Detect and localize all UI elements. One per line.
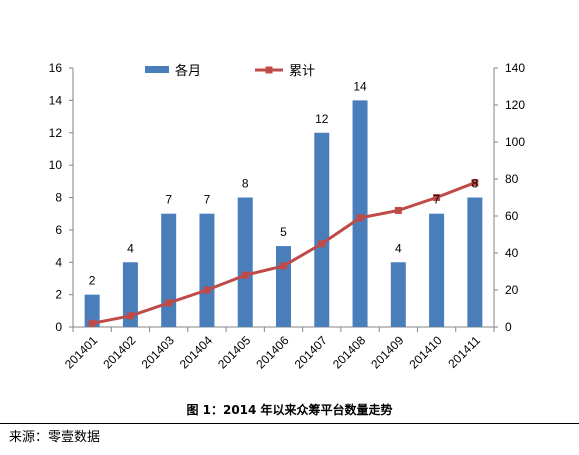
x-tick-label: 201403: [139, 333, 177, 371]
legend-label-line: 累计: [289, 64, 315, 79]
bar: [84, 294, 100, 327]
figure-caption: 图 1：2014 年以来众筹平台数量走势: [186, 403, 393, 417]
line-point: [471, 179, 479, 187]
legend-swatch-bar: [145, 66, 169, 73]
bar: [429, 213, 445, 327]
bar-series: [84, 100, 483, 327]
bar: [390, 262, 406, 327]
bar-data-label: 2: [89, 274, 96, 288]
y-right-tick-label: 60: [505, 209, 519, 223]
y-right-tick-label: 100: [505, 135, 525, 149]
y-right-tick-label: 80: [505, 172, 519, 186]
bar: [314, 132, 330, 327]
x-tick-label: 201406: [253, 333, 291, 371]
y-right-tick-label: 0: [505, 320, 512, 334]
y-right-tick-label: 120: [505, 98, 525, 112]
bar-data-label: 5: [280, 225, 287, 239]
bar-data-label: 8: [242, 177, 249, 191]
data-labels: 2 4 7 7 8 5 12 14 4 7 8: [89, 79, 479, 287]
line-point: [203, 286, 211, 294]
line-point: [318, 240, 326, 248]
bar-data-label: 12: [315, 112, 329, 126]
y-left-tick-label: 0: [55, 320, 62, 334]
y-left-tick-label: 6: [55, 223, 62, 237]
y-left-tick-label: 8: [55, 191, 62, 205]
y-left-tick-label: 4: [55, 255, 62, 269]
y-left-tick-label: 14: [49, 93, 63, 107]
line-point: [394, 206, 402, 214]
x-tick-label: 201404: [177, 333, 215, 371]
bar-data-label: 7: [433, 193, 440, 207]
bar: [122, 262, 138, 327]
x-tick-label: 201410: [406, 333, 444, 371]
bar: [352, 100, 368, 327]
bar-data-label: 7: [204, 193, 211, 207]
y-left-tick-label: 2: [55, 288, 62, 302]
bar-data-label: 4: [127, 241, 134, 255]
legend: 各月 累计: [145, 63, 315, 79]
x-tick-label: 201408: [330, 333, 368, 371]
line-point: [126, 312, 134, 320]
bar: [237, 197, 253, 327]
y-right-tick-label: 40: [505, 246, 519, 260]
line-point: [280, 262, 287, 270]
line-point: [433, 194, 441, 201]
bar-data-label: 7: [165, 193, 172, 207]
bar-data-label: 8: [472, 177, 479, 191]
source-note: 来源：零壹数据: [9, 430, 101, 445]
y-left-tick-label: 16: [49, 61, 63, 75]
y-left-tick-label: 12: [49, 126, 63, 140]
x-tick-label: 201409: [368, 333, 406, 371]
bar: [467, 197, 483, 327]
line-point: [165, 299, 173, 307]
y-right-tick-label: 20: [505, 283, 519, 297]
bar-data-label: 4: [395, 241, 402, 255]
bar: [276, 246, 291, 327]
x-tick-label: 201405: [215, 333, 253, 371]
bar: [161, 213, 177, 327]
x-tick-label: 201402: [100, 333, 138, 371]
x-tick-label: 201411: [445, 333, 483, 371]
x-tick-label: 201401: [62, 333, 100, 371]
y-right-tick-label: 140: [505, 61, 525, 75]
x-tick-label: 201407: [292, 333, 330, 371]
bar: [199, 213, 215, 327]
line-series: [88, 179, 479, 327]
line-point: [88, 319, 96, 327]
bar-data-label: 14: [353, 79, 367, 93]
legend-label-bar: 各月: [175, 63, 201, 79]
divider: [0, 423, 579, 424]
legend-marker-line: [265, 66, 273, 74]
line-point: [241, 271, 249, 279]
line-point: [356, 214, 364, 222]
y-left-tick-label: 10: [49, 158, 63, 172]
